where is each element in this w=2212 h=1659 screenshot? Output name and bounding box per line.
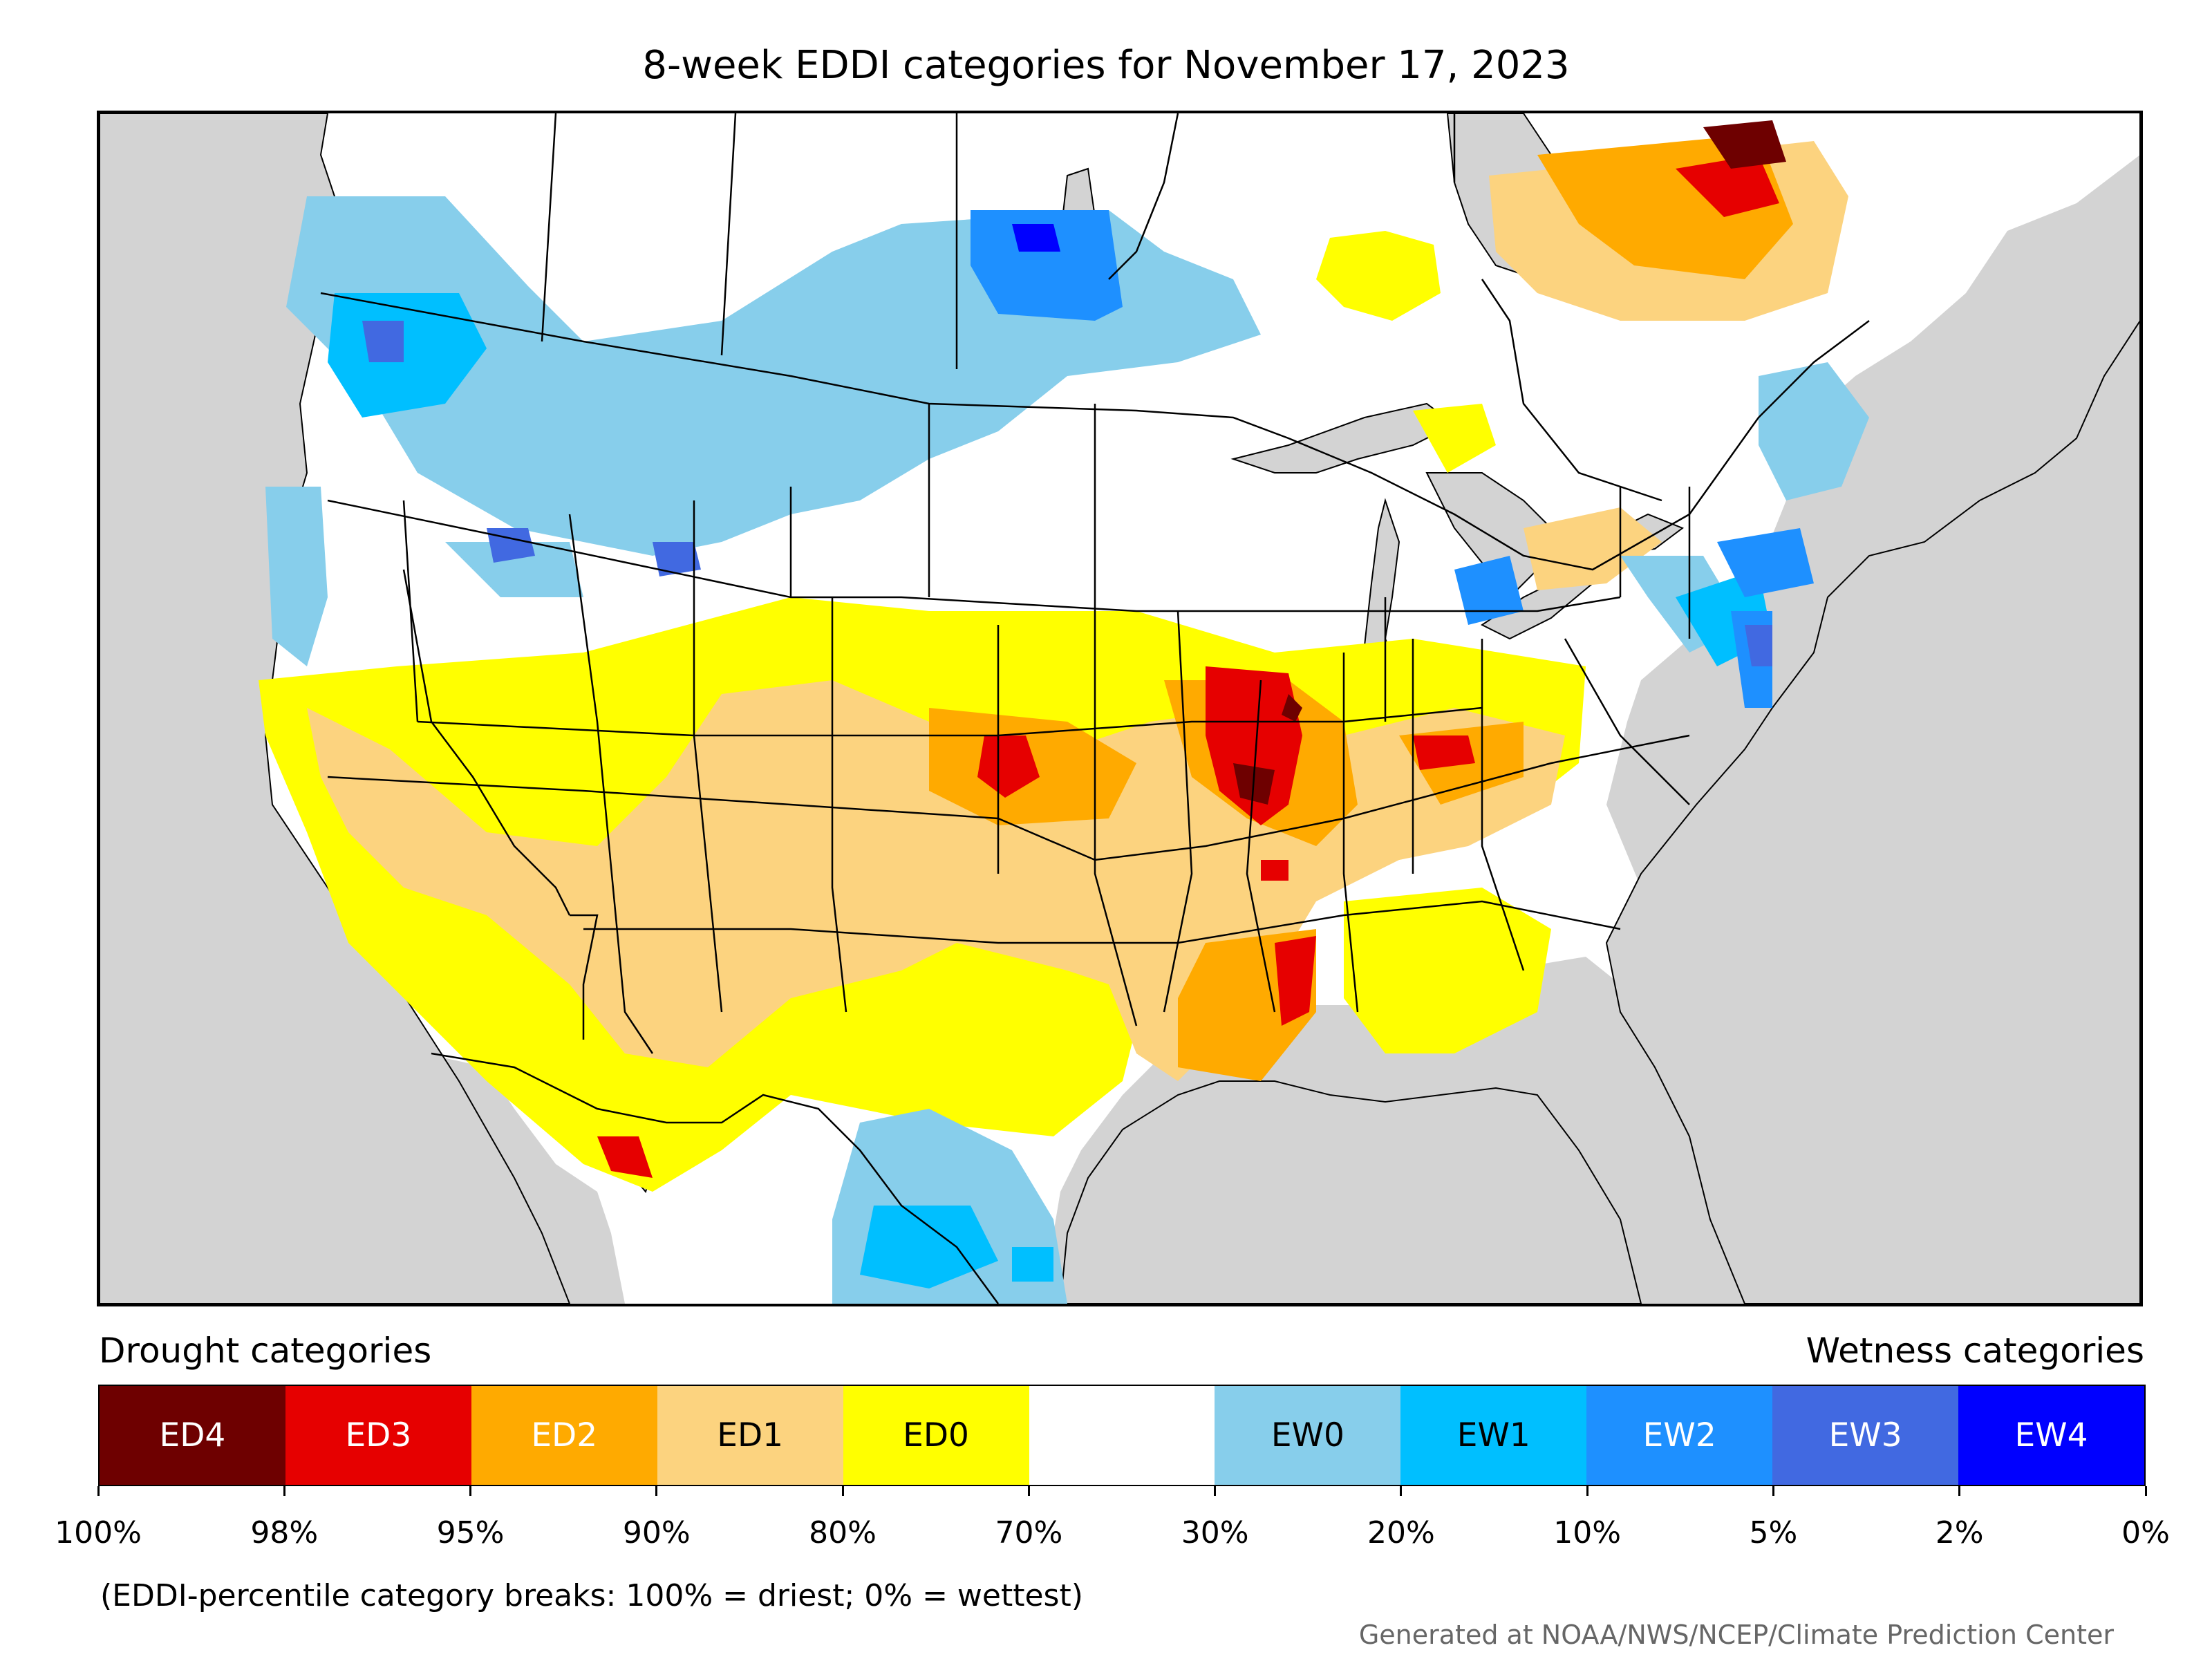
legend-cell-ew1: EW1	[1400, 1386, 1587, 1485]
ed2-area	[929, 134, 1793, 1081]
colorbar-tick	[469, 1486, 472, 1496]
colorbar-tick-label: 98%	[250, 1515, 319, 1550]
wetness-areas	[265, 196, 1869, 1304]
legend-cell-ed3: ED3	[285, 1386, 471, 1485]
colorbar-tick-label: 90%	[622, 1515, 691, 1550]
legend-cell-ed4: ED4	[100, 1386, 285, 1485]
colorbar-tick	[1400, 1486, 1403, 1496]
drought-categories-heading: Drought categories	[99, 1331, 432, 1371]
legend-cell-ed2: ED2	[471, 1386, 657, 1485]
ed1-ohio-valley	[1524, 507, 1662, 590]
colorbar-tick	[841, 1486, 844, 1496]
colorbar-tick	[97, 1486, 100, 1496]
colorbar-tick-label: 2%	[1935, 1515, 1984, 1550]
category-colorbar: ED4 ED3 ED2 ED1 ED0 EW0 EW1 EW2 EW3 EW4	[98, 1385, 2146, 1486]
ew2-area	[971, 210, 1814, 708]
category-breaks-note: (EDDI-percentile category breaks: 100% =…	[100, 1578, 1083, 1613]
legend-cell-ed1: ED1	[657, 1386, 843, 1485]
legend-cell-ew4: EW4	[1958, 1386, 2144, 1485]
ed0-southeast	[1344, 888, 1551, 1053]
ed0-ontario	[1316, 231, 1496, 473]
colorbar-tick-label: 20%	[1367, 1515, 1435, 1550]
colorbar-tick-label: 95%	[436, 1515, 505, 1550]
legend-cell-ew3: EW3	[1772, 1386, 1959, 1485]
legend-cell-normal	[1029, 1386, 1215, 1485]
gulf-of-mexico	[1059, 1080, 1642, 1304]
colorbar-tick	[1958, 1486, 1961, 1496]
source-credit: Generated at NOAA/NWS/NCEP/Climate Predi…	[1358, 1620, 2114, 1650]
canada-province-lines	[541, 113, 1662, 502]
colorbar-tick-label: 30%	[1181, 1515, 1249, 1550]
colorbar-tick-label: 70%	[995, 1515, 1063, 1550]
colorbar-tick	[2144, 1486, 2147, 1496]
colorbar-tick-label: 0%	[2121, 1515, 2170, 1550]
colorbar-tick	[1027, 1486, 1030, 1496]
political-boundaries	[320, 113, 1870, 1304]
legend-cell-ew0: EW0	[1215, 1386, 1401, 1485]
ew0-northeast	[1620, 362, 1869, 653]
eddi-map	[97, 111, 2143, 1306]
map-title: 8-week EDDI categories for November 17, …	[642, 43, 1570, 88]
colorbar-tick	[1772, 1486, 1774, 1496]
us-canada-border	[320, 292, 1870, 571]
legend-cell-ew2: EW2	[1586, 1386, 1773, 1485]
wetness-categories-heading: Wetness categories	[1806, 1331, 2144, 1371]
colorbar-tick	[1214, 1486, 1217, 1496]
colorbar-tick-label: 80%	[809, 1515, 877, 1550]
colorbar-tick	[283, 1486, 285, 1496]
colorbar-tick	[655, 1486, 658, 1496]
ew4-area	[1012, 224, 1060, 252]
colorbar-tick-label: 10%	[1553, 1515, 1622, 1550]
state-lines	[327, 404, 1691, 1054]
ew0-west	[265, 487, 583, 666]
atlantic-ocean	[1605, 113, 2140, 1304]
colorbar-tick	[1586, 1486, 1588, 1496]
legend-cell-ed0: ED0	[843, 1386, 1029, 1485]
us-mexico-border	[431, 1052, 1000, 1304]
colorbar-tick-label: 100%	[55, 1515, 142, 1550]
colorbar-tick-label: 5%	[1749, 1515, 1798, 1550]
